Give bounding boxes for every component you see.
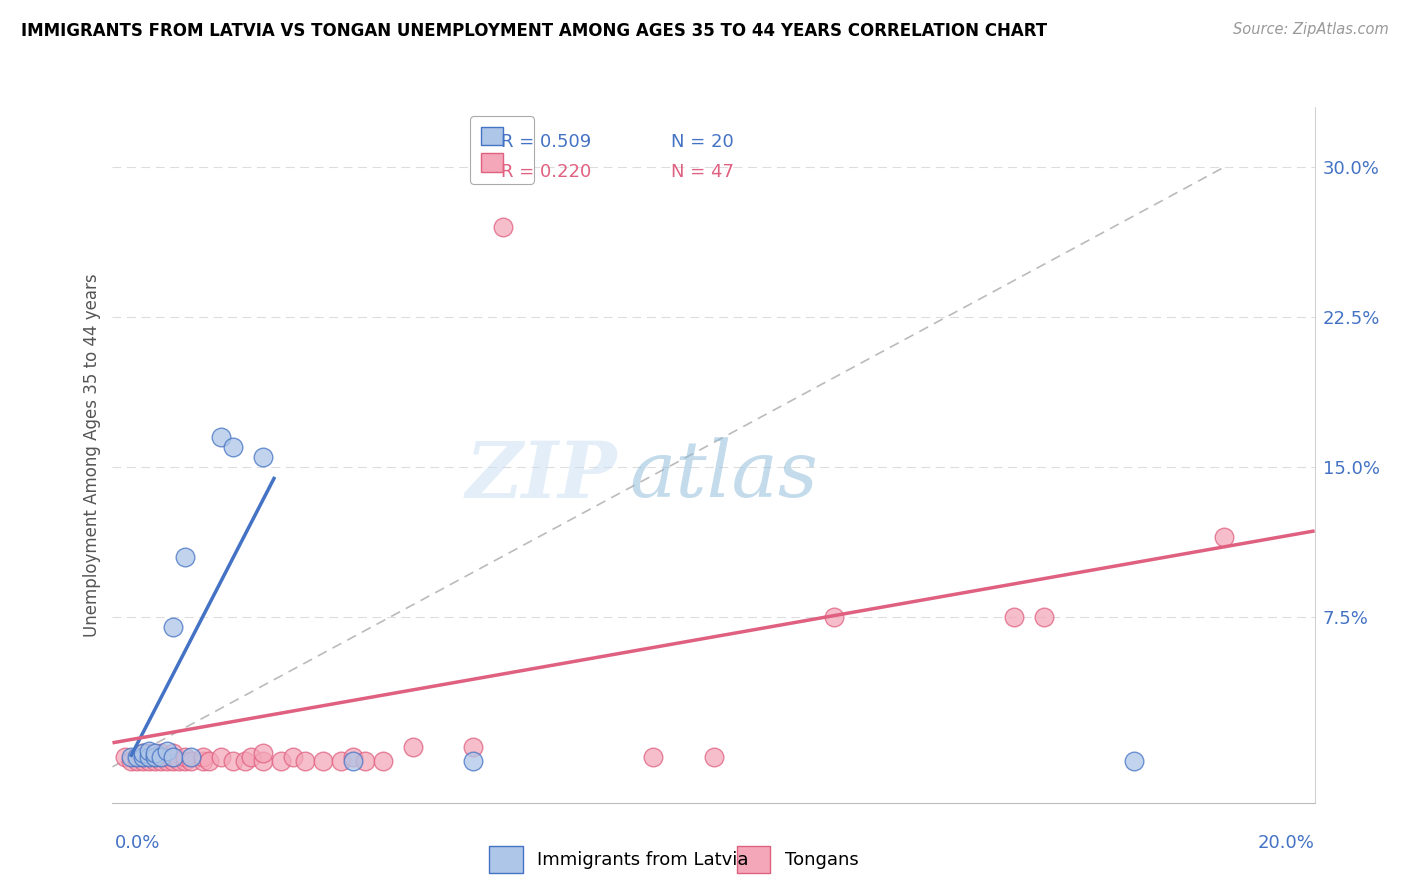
Point: [125, 754, 148, 768]
Point: [149, 754, 172, 768]
Point: [354, 754, 377, 768]
FancyBboxPatch shape: [737, 847, 770, 873]
Point: [131, 746, 153, 760]
Point: [120, 754, 142, 768]
Point: [138, 746, 160, 760]
Point: [461, 739, 484, 754]
Point: [162, 754, 184, 768]
Point: [281, 749, 304, 764]
Point: [138, 744, 160, 758]
Text: R = 0.509: R = 0.509: [501, 134, 591, 152]
Text: ZIP: ZIP: [465, 438, 617, 514]
Point: [155, 749, 177, 764]
Point: [1033, 610, 1056, 624]
Point: [191, 754, 214, 768]
Point: [143, 746, 166, 760]
Point: [1123, 754, 1146, 768]
Point: [143, 749, 166, 764]
Point: [143, 749, 166, 764]
Point: [342, 754, 364, 768]
Text: R = 0.220: R = 0.220: [501, 162, 591, 180]
Text: 0.0%: 0.0%: [115, 834, 160, 852]
Point: [167, 754, 190, 768]
Point: [371, 754, 394, 768]
Point: [294, 754, 316, 768]
Point: [492, 219, 515, 234]
Text: Immigrants from Latvia: Immigrants from Latvia: [537, 851, 748, 869]
Point: [1213, 530, 1236, 544]
Text: IMMIGRANTS FROM LATVIA VS TONGAN UNEMPLOYMENT AMONG AGES 35 TO 44 YEARS CORRELAT: IMMIGRANTS FROM LATVIA VS TONGAN UNEMPLO…: [21, 22, 1047, 40]
Point: [173, 749, 195, 764]
Point: [131, 746, 153, 760]
Text: Tongans: Tongans: [785, 851, 858, 869]
Point: [270, 754, 292, 768]
Point: [125, 749, 148, 764]
Point: [209, 430, 232, 444]
Text: N = 20: N = 20: [672, 134, 734, 152]
Point: [461, 754, 484, 768]
Point: [143, 754, 166, 768]
Point: [162, 749, 184, 764]
Point: [180, 749, 202, 764]
Point: [149, 749, 172, 764]
Point: [162, 620, 184, 634]
Point: [138, 754, 160, 768]
Point: [162, 749, 184, 764]
Point: [149, 746, 172, 760]
Point: [155, 744, 177, 758]
Point: [402, 739, 425, 754]
Point: [180, 754, 202, 768]
Point: [138, 749, 160, 764]
Point: [1002, 610, 1025, 624]
FancyBboxPatch shape: [489, 847, 523, 873]
Point: [131, 749, 153, 764]
Point: [252, 754, 274, 768]
Point: [173, 549, 195, 564]
Point: [823, 610, 845, 624]
Point: [342, 749, 364, 764]
Point: [173, 754, 195, 768]
Point: [131, 754, 153, 768]
Point: [643, 749, 665, 764]
Text: atlas: atlas: [630, 438, 818, 514]
Point: [120, 749, 142, 764]
Point: [209, 749, 232, 764]
Text: N = 47: N = 47: [672, 162, 734, 180]
Point: [702, 749, 725, 764]
Y-axis label: Unemployment Among Ages 35 to 44 years: Unemployment Among Ages 35 to 44 years: [83, 273, 101, 637]
Point: [239, 749, 262, 764]
Point: [252, 450, 274, 464]
Point: [252, 746, 274, 760]
Text: 20.0%: 20.0%: [1258, 834, 1315, 852]
Point: [191, 749, 214, 764]
Point: [329, 754, 352, 768]
Point: [312, 754, 335, 768]
Point: [114, 749, 136, 764]
Point: [233, 754, 256, 768]
Point: [222, 754, 245, 768]
Point: [155, 754, 177, 768]
Text: Source: ZipAtlas.com: Source: ZipAtlas.com: [1233, 22, 1389, 37]
Legend:   ,   : ,: [470, 116, 534, 184]
Point: [131, 749, 153, 764]
Point: [197, 754, 219, 768]
Point: [162, 746, 184, 760]
Point: [222, 440, 245, 454]
